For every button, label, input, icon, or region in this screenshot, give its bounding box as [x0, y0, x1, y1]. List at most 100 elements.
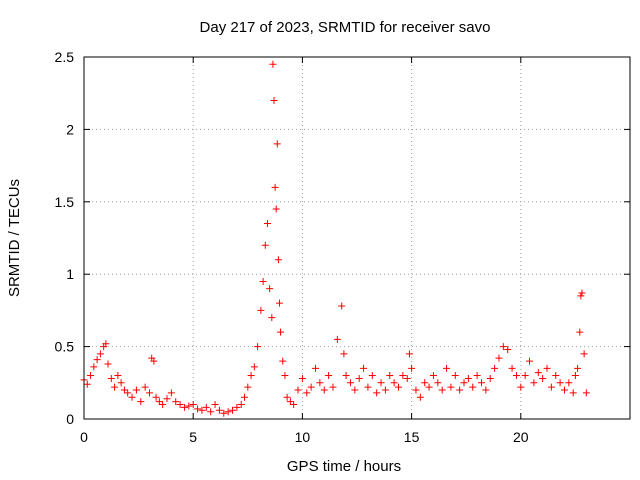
data-point	[508, 364, 516, 372]
data-point	[438, 386, 446, 394]
data-point	[443, 364, 451, 372]
data-point	[482, 386, 490, 394]
data-point	[224, 408, 232, 416]
data-point	[269, 60, 277, 68]
data-point	[464, 374, 472, 382]
data-point	[477, 379, 485, 387]
x-tick-label: 0	[80, 429, 88, 445]
data-point	[312, 364, 320, 372]
data-point	[189, 401, 197, 409]
data-point	[429, 372, 437, 380]
data-point	[521, 372, 529, 380]
chart-title: Day 217 of 2023, SRMTID for receiver sav…	[200, 19, 491, 36]
data-point	[194, 405, 202, 413]
data-point	[333, 335, 341, 343]
data-point	[90, 363, 98, 371]
data-point	[107, 374, 115, 382]
data-point	[416, 393, 424, 401]
data-point	[275, 299, 283, 307]
data-point	[102, 340, 110, 348]
data-point	[469, 383, 477, 391]
data-point	[207, 408, 215, 416]
data-point	[552, 372, 560, 380]
data-point	[263, 220, 271, 228]
data-point	[399, 372, 407, 380]
data-point	[163, 395, 171, 403]
data-point	[342, 372, 350, 380]
data-point	[560, 386, 568, 394]
data-point	[329, 383, 337, 391]
data-point	[421, 379, 429, 387]
data-point	[244, 383, 252, 391]
data-point	[408, 364, 416, 372]
data-point	[159, 401, 167, 409]
data-point	[512, 372, 520, 380]
data-point	[412, 386, 420, 394]
data-point	[96, 350, 104, 358]
data-point	[580, 350, 588, 358]
data-point	[526, 357, 534, 365]
data-point	[577, 292, 585, 300]
data-point	[355, 374, 363, 382]
x-axis-label: GPS time / hours	[287, 458, 401, 475]
y-tick-label: 1.5	[55, 194, 75, 210]
data-point	[576, 328, 584, 336]
data-point	[298, 374, 306, 382]
data-point	[117, 379, 125, 387]
data-point	[368, 372, 376, 380]
data-point	[185, 402, 193, 410]
y-tick-label: 0.5	[55, 339, 75, 355]
data-point	[271, 183, 279, 191]
data-point	[530, 379, 538, 387]
data-point	[254, 343, 262, 351]
data-point	[150, 357, 158, 365]
data-point	[111, 383, 119, 391]
data-point	[451, 372, 459, 380]
data-point	[486, 374, 494, 382]
data-point	[569, 389, 577, 397]
data-point	[229, 406, 237, 414]
data-point	[338, 302, 346, 310]
data-point	[390, 379, 398, 387]
data-point	[277, 328, 285, 336]
data-point	[128, 393, 136, 401]
data-point	[473, 372, 481, 380]
data-point	[360, 364, 368, 372]
plot-frame	[83, 56, 631, 420]
data-point	[176, 401, 184, 409]
data-point	[155, 398, 163, 406]
data-points	[80, 60, 590, 417]
data-point	[539, 374, 547, 382]
data-point	[495, 354, 503, 362]
data-point	[270, 96, 278, 104]
data-point	[574, 364, 582, 372]
data-point	[307, 383, 315, 391]
data-point	[447, 383, 455, 391]
data-point	[268, 314, 276, 322]
x-tick-label: 20	[513, 429, 529, 445]
data-point	[274, 256, 282, 264]
data-point	[325, 372, 333, 380]
data-point	[543, 364, 551, 372]
data-point	[499, 343, 507, 351]
y-axis-label: SRMTID / TECUs	[6, 179, 23, 297]
data-point	[152, 393, 160, 401]
x-tick-label: 15	[404, 429, 420, 445]
grid-layer	[84, 57, 630, 419]
data-point	[279, 357, 287, 365]
data-point	[180, 403, 188, 411]
data-point	[316, 379, 324, 387]
data-point	[364, 383, 372, 391]
data-point	[556, 379, 564, 387]
data-point	[87, 372, 95, 380]
data-point	[403, 374, 411, 382]
data-point	[146, 389, 154, 397]
data-point	[582, 389, 590, 397]
x-tick-label: 5	[189, 429, 197, 445]
data-point	[272, 205, 280, 213]
data-point	[220, 409, 228, 417]
data-point	[456, 386, 464, 394]
data-point	[286, 398, 294, 406]
data-point	[247, 372, 255, 380]
